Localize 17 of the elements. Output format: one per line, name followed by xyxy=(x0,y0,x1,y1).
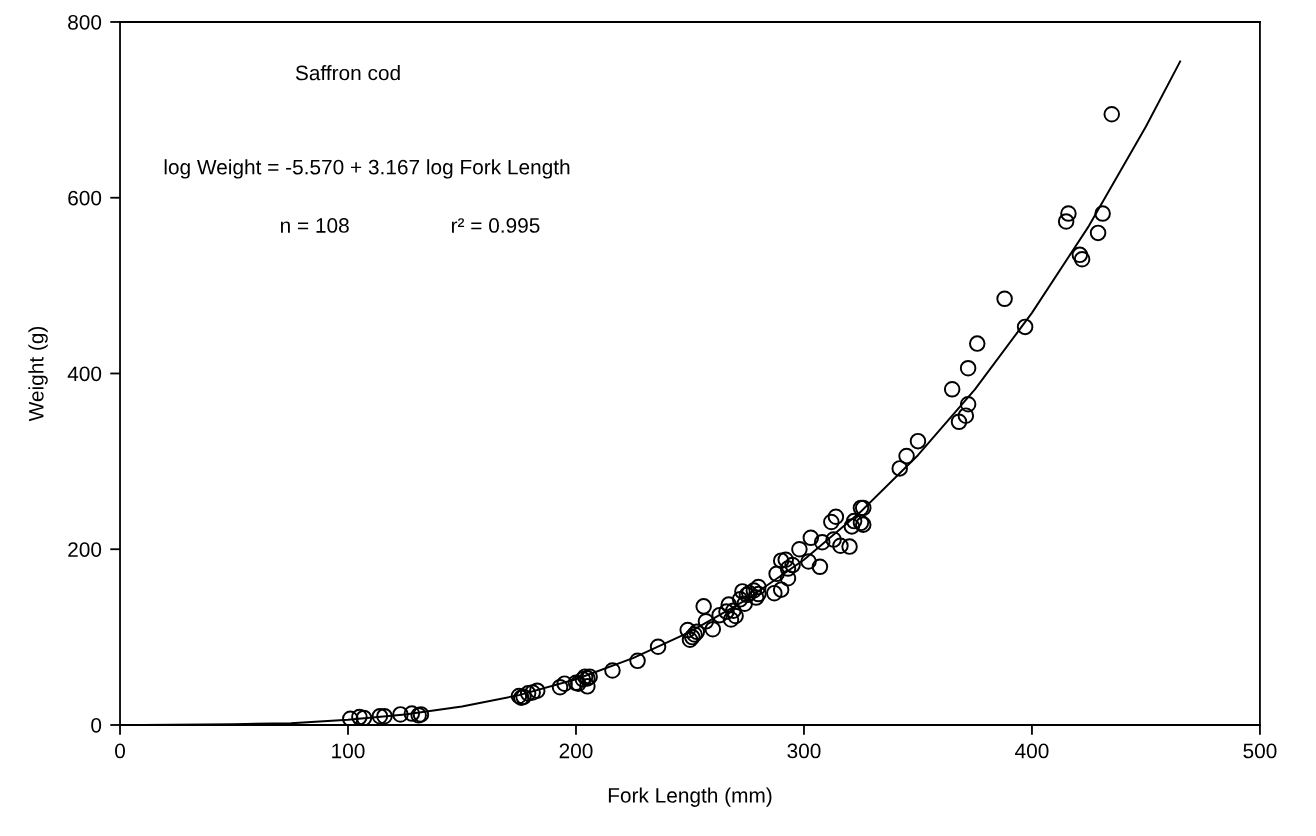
y-tick-label: 800 xyxy=(68,14,102,30)
x-tick-label: 400 xyxy=(1015,743,1049,759)
x-tick-label: 0 xyxy=(115,743,125,759)
annotation: r² = 0.995 xyxy=(451,218,540,233)
annotation: Saffron cod xyxy=(295,65,400,81)
y-tick-label: 400 xyxy=(67,366,102,382)
annotation: log Weight = -5.570 + 3.167 log Fork Length xyxy=(164,159,570,179)
x-tick-label: 500 xyxy=(1243,743,1277,759)
annotation: n = 108 xyxy=(280,218,349,233)
x-axis-title: Fork Length (mm) xyxy=(608,787,772,807)
y-axis-title: Weight (g) xyxy=(28,326,48,422)
y-tick-label: 0 xyxy=(91,717,102,733)
x-tick-label: 100 xyxy=(332,743,365,759)
y-tick-label: 600 xyxy=(68,190,102,206)
x-tick-label: 300 xyxy=(787,743,821,759)
y-tick-label: 200 xyxy=(68,542,102,557)
x-tick-label: 200 xyxy=(559,743,593,759)
